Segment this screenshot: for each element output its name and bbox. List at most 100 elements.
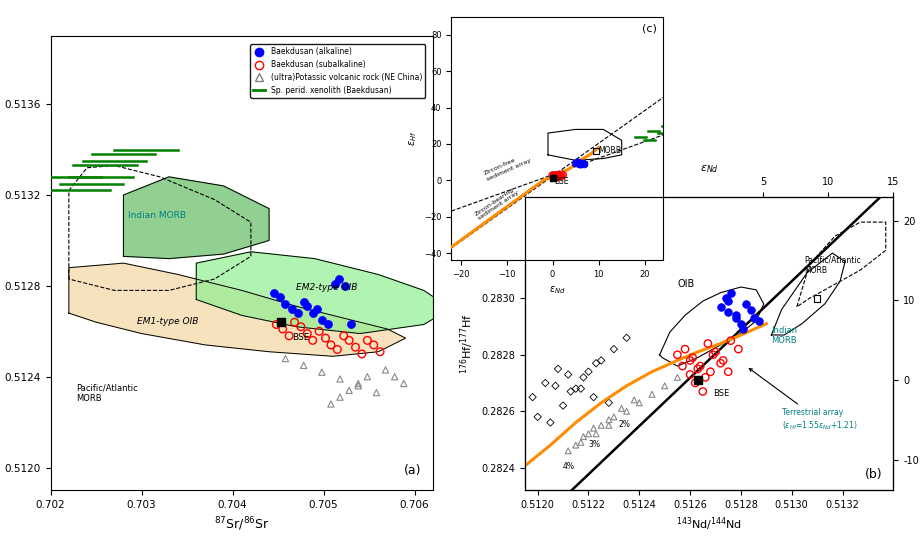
Point	[330, 345, 344, 354]
Point	[574, 159, 589, 168]
Point	[555, 171, 570, 179]
Point	[546, 171, 561, 179]
Point	[574, 158, 589, 167]
Point	[297, 361, 311, 370]
Text: (a): (a)	[404, 464, 422, 476]
Point	[574, 384, 589, 393]
Point	[698, 373, 713, 382]
Point	[553, 172, 567, 181]
Point	[703, 367, 717, 376]
Point	[554, 170, 569, 179]
Point	[318, 334, 332, 342]
Point	[552, 171, 566, 179]
X-axis label: $^{143}$Nd/$^{144}$Nd: $^{143}$Nd/$^{144}$Nd	[676, 516, 742, 533]
Point	[548, 173, 563, 182]
Point	[695, 387, 710, 396]
Point	[746, 314, 761, 322]
Point	[332, 275, 346, 284]
Point	[736, 325, 751, 334]
Point	[323, 399, 338, 408]
Point	[337, 281, 352, 290]
Point	[670, 373, 685, 382]
Point	[321, 320, 335, 329]
Polygon shape	[196, 252, 451, 334]
Point	[266, 288, 281, 297]
Point	[310, 304, 325, 313]
Y-axis label: $^{176}$Hf/$^{177}$Hf: $^{176}$Hf/$^{177}$Hf	[459, 313, 476, 374]
Point	[530, 413, 545, 422]
Point	[551, 365, 565, 373]
Point	[548, 381, 563, 390]
Point	[360, 372, 375, 381]
Point	[573, 160, 588, 168]
Point	[645, 390, 659, 399]
Point	[589, 429, 603, 438]
Text: 2%: 2%	[619, 420, 631, 429]
Point	[733, 319, 748, 328]
Point	[525, 393, 540, 402]
Point	[342, 336, 356, 345]
Point	[274, 318, 288, 327]
Point	[586, 393, 600, 402]
Point	[344, 320, 358, 329]
Point	[744, 305, 759, 314]
Point	[723, 288, 738, 297]
Point	[574, 438, 589, 447]
Point	[675, 362, 690, 371]
Point	[685, 353, 700, 362]
Point	[567, 158, 582, 167]
Point	[297, 297, 311, 306]
Point	[576, 373, 590, 382]
X-axis label: $\varepsilon_{Nd}$: $\varepsilon_{Nd}$	[700, 163, 718, 175]
Point	[572, 159, 587, 168]
Point	[273, 293, 287, 302]
Point	[601, 421, 616, 430]
Point	[575, 158, 589, 167]
Point	[713, 359, 728, 368]
Point	[314, 315, 329, 324]
Point	[369, 388, 384, 397]
Point	[306, 309, 321, 317]
Point	[589, 359, 603, 368]
Point	[682, 370, 697, 379]
Point	[569, 158, 584, 167]
Point	[716, 356, 730, 365]
Point	[342, 386, 356, 395]
Text: OIB: OIB	[678, 279, 694, 289]
Point	[294, 322, 309, 331]
Point	[550, 172, 565, 181]
Polygon shape	[123, 177, 269, 259]
Point	[718, 294, 733, 302]
Point	[373, 347, 388, 356]
Point	[691, 376, 705, 384]
Point	[549, 172, 564, 181]
Point	[589, 147, 603, 156]
Point	[658, 381, 672, 390]
Point	[545, 174, 560, 183]
Text: Zircon-free
sediment array: Zircon-free sediment array	[484, 152, 531, 182]
Point	[351, 379, 366, 388]
Point	[554, 172, 569, 181]
Point	[607, 413, 622, 422]
Point	[577, 160, 591, 168]
Point	[387, 372, 402, 381]
Point	[348, 343, 363, 352]
Point	[619, 407, 634, 416]
Point	[570, 157, 586, 166]
Point	[561, 447, 576, 455]
Text: 3%: 3%	[589, 439, 600, 449]
Text: BSE: BSE	[292, 334, 309, 342]
Text: Indian MORB: Indian MORB	[128, 211, 186, 220]
Point	[576, 432, 590, 441]
Point	[287, 318, 302, 327]
Point	[731, 345, 746, 353]
Text: BSE: BSE	[554, 177, 569, 186]
X-axis label: $^{87}$Sr/$^{86}$Sr: $^{87}$Sr/$^{86}$Sr	[214, 516, 270, 533]
Point	[739, 300, 753, 309]
Point	[561, 370, 576, 379]
Point	[721, 308, 736, 317]
Point	[547, 171, 562, 180]
Point	[729, 314, 743, 322]
Point	[678, 345, 693, 353]
Point	[568, 440, 583, 449]
